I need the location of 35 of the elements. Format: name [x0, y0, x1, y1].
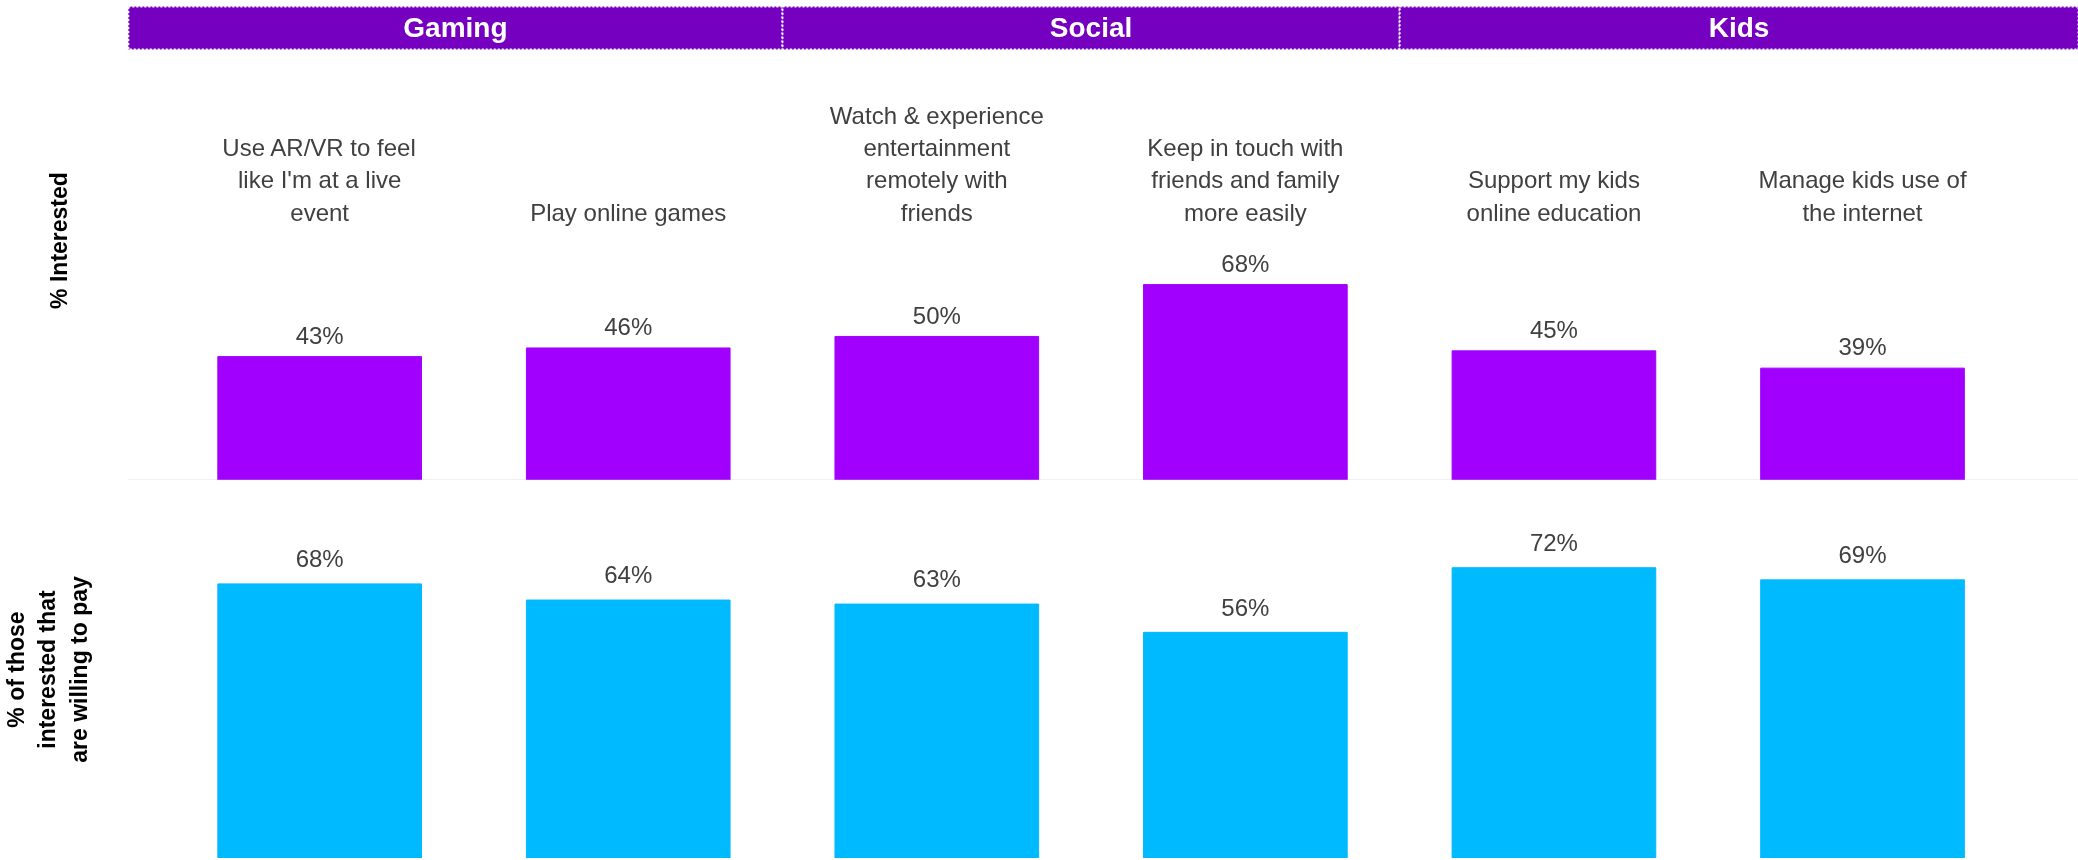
y-axis-title: % Interested	[45, 172, 72, 309]
data-label: 69%	[1838, 541, 1887, 569]
x-tick-label: Manage kids use of the internet	[1758, 166, 1967, 226]
bar	[834, 603, 1040, 858]
x-tick-label: Support my kids online education	[1466, 166, 1642, 226]
bar	[1451, 567, 1657, 858]
bar	[525, 599, 731, 858]
x-tick-label: Watch & experience entertainment remotely with friends	[829, 101, 1044, 226]
data-label: 56%	[1221, 593, 1270, 621]
bar	[1760, 367, 1965, 480]
x-tick-label: Play online games	[530, 198, 727, 226]
text: Kids	[1708, 12, 1770, 44]
bar	[217, 583, 422, 858]
data-label: 63%	[912, 565, 961, 593]
data-label: 64%	[604, 561, 653, 589]
bar	[1451, 350, 1657, 480]
bar	[525, 347, 731, 480]
text: Gaming	[403, 12, 508, 44]
bar	[1760, 579, 1965, 858]
data-label: 50%	[912, 301, 961, 329]
x-tick-label: Use AR/VR to feel like I'm at a live event	[222, 134, 416, 226]
text: Social	[1049, 12, 1133, 44]
data-label: 68%	[1221, 249, 1270, 277]
data-label: 68%	[295, 545, 344, 573]
data-label: 43%	[295, 321, 344, 349]
data-label: 39%	[1838, 333, 1887, 361]
x-tick-label: Keep in touch with friends and family more easily	[1147, 134, 1344, 226]
bar	[1143, 631, 1348, 858]
bar	[834, 335, 1040, 480]
data-label: 45%	[1529, 316, 1578, 344]
data-label: 72%	[1529, 529, 1578, 557]
bar	[217, 356, 422, 480]
y-axis-title: % of those interested that are willing to pay	[3, 575, 92, 763]
bar	[1143, 284, 1348, 480]
data-label: 46%	[604, 313, 653, 341]
